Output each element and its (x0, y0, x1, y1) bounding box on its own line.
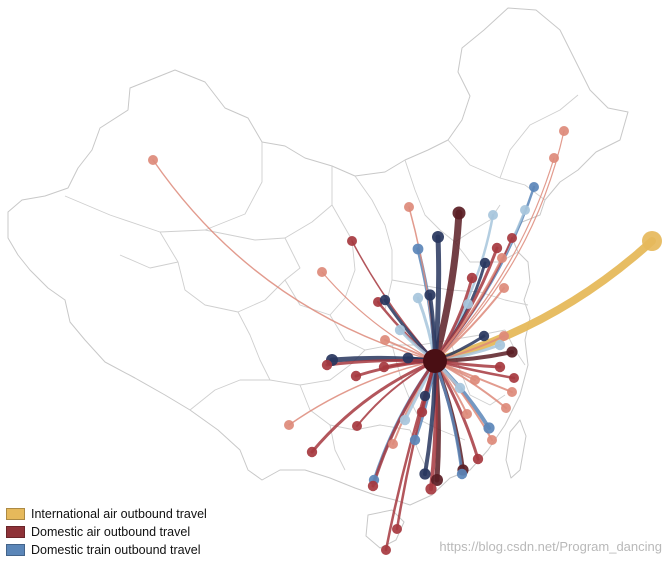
destination-dot-55 (306, 446, 318, 458)
route-air_mid-60 (384, 359, 437, 552)
destination-dot-31 (507, 387, 517, 397)
map-legend: International air outbound travel Domest… (6, 505, 207, 559)
destination-dot-3 (549, 153, 559, 163)
destination-dot-32 (501, 403, 511, 413)
destination-dot-49 (378, 361, 390, 373)
destination-dot-59 (392, 524, 402, 534)
destination-dot-13 (317, 267, 327, 277)
destination-dot-4 (529, 182, 539, 192)
route-air_light-2 (434, 130, 565, 362)
origin-hub-wuhan (423, 349, 447, 373)
destination-dot-41 (388, 439, 398, 449)
legend-swatch-domestic-train (6, 544, 25, 556)
destination-dot-2 (559, 126, 569, 136)
destination-dot-46 (454, 382, 466, 394)
taiwan-outline (505, 419, 527, 479)
destination-dot-20 (466, 272, 478, 284)
destination-dot-29 (494, 361, 506, 373)
destination-dot-9 (432, 231, 444, 243)
destination-dot-56 (284, 420, 294, 430)
legend-item-domestic-train: Domestic train outbound travel (6, 541, 207, 559)
destination-dot-40 (409, 434, 421, 446)
route-air_light-13 (321, 271, 436, 362)
destination-dot-53 (380, 335, 390, 345)
route-train_mid-61 (433, 359, 464, 476)
destination-dot-12 (347, 236, 357, 246)
destination-dot-42 (399, 414, 411, 426)
destination-dot-45 (462, 409, 472, 419)
destination-dot-25 (478, 330, 490, 342)
destination-dot-8 (452, 206, 466, 220)
legend-label-domestic-train: Domestic train outbound travel (31, 543, 201, 557)
destination-dot-7 (488, 210, 498, 220)
watermark-text: https://blog.csdn.net/Program_dancing (439, 539, 662, 554)
destination-dot-60 (381, 545, 391, 555)
destination-dot-50 (350, 370, 362, 382)
destination-dot-34 (487, 435, 497, 445)
destination-dot-22 (491, 242, 503, 254)
destination-dot-30 (509, 373, 519, 383)
destination-dot-19 (463, 299, 473, 309)
route-train_dark-39 (423, 359, 437, 476)
destination-dot-5 (520, 205, 530, 215)
destination-dot-24 (499, 283, 509, 293)
destination-dot-0 (642, 231, 662, 251)
destination-dot-21 (479, 257, 491, 269)
route-air_mid-55 (310, 359, 437, 454)
destination-dot-54 (352, 421, 362, 431)
destination-dot-23 (497, 253, 507, 263)
destination-dot-11 (404, 202, 414, 212)
destination-dot-61 (456, 468, 468, 480)
route-air_light-23 (434, 257, 503, 362)
destination-dots-layer (148, 126, 662, 555)
destination-dot-17 (412, 292, 424, 304)
destination-dot-43 (416, 406, 428, 418)
destination-dot-18 (424, 289, 436, 301)
destination-dot-33 (483, 422, 495, 434)
legend-label-domestic-air: Domestic air outbound travel (31, 525, 191, 539)
destination-dot-44 (419, 390, 431, 402)
legend-swatch-domestic-air (6, 526, 25, 538)
destination-dot-28 (499, 331, 509, 341)
route-air_light-56 (288, 360, 436, 426)
destination-dot-35 (472, 453, 484, 465)
legend-swatch-international-air (6, 508, 25, 520)
route-air_dark-8 (431, 209, 463, 365)
destination-dot-58 (367, 480, 379, 492)
destination-dot-48 (402, 352, 414, 364)
legend-label-international-air: International air outbound travel (31, 507, 207, 521)
destination-dot-6 (507, 233, 517, 243)
destination-dot-37 (431, 474, 443, 486)
route-air_mid-58 (371, 359, 437, 488)
hainan-outline (365, 509, 405, 549)
legend-item-domestic-air: Domestic air outbound travel (6, 523, 207, 541)
destination-dot-39 (419, 468, 431, 480)
destination-dot-15 (379, 294, 391, 306)
destination-dot-52 (321, 359, 333, 371)
destination-dot-16 (394, 324, 406, 336)
destination-dot-10 (412, 243, 424, 255)
destination-dot-38 (425, 483, 437, 495)
destination-dot-27 (506, 346, 518, 358)
legend-item-international-air: International air outbound travel (6, 505, 207, 523)
route-air_light-1 (152, 159, 436, 362)
china-outline (7, 7, 629, 506)
destination-dot-47 (470, 375, 480, 385)
destination-dot-26 (494, 339, 506, 351)
destination-dot-1 (148, 155, 158, 165)
route-air_light-3 (434, 157, 555, 362)
